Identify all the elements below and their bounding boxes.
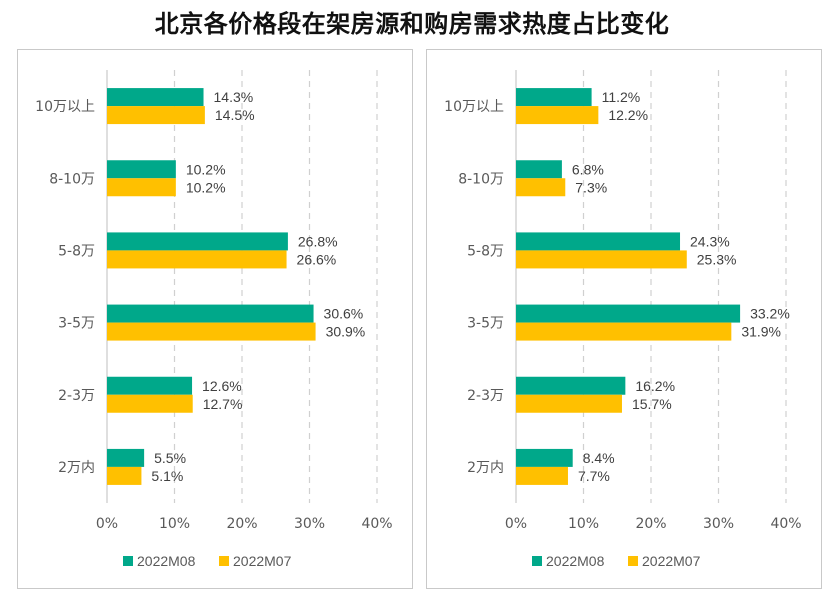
data-label: 25.3% (697, 251, 737, 267)
x-tick-label: 10% (568, 516, 599, 532)
data-label: 12.2% (608, 107, 648, 123)
bar-2022M07 (516, 322, 732, 341)
legend-label: 2022M08 (137, 553, 196, 569)
x-tick-label: 0% (96, 516, 118, 532)
bar-2022M07 (107, 322, 316, 341)
bar-2022M07 (107, 394, 193, 413)
data-label: 24.3% (690, 233, 730, 249)
data-label: 8.4% (583, 450, 615, 466)
data-label: 12.7% (203, 396, 243, 412)
legend-label: 2022M07 (233, 553, 292, 569)
data-label: 5.5% (154, 450, 186, 466)
left-chart-panel: 0% 10% 20% 30% 40% 10万以上 14.3% 14.5% 8-10万 10.2% 1… (17, 49, 413, 589)
data-label: 26.8% (298, 233, 338, 249)
right-chart-svg: 0% 10% 20% 30% 40% 10万以上 11.2% 12.2% 8-10万 6.8% 7.… (444, 70, 802, 569)
right-chart-panel: 0% 10% 20% 30% 40% 10万以上 11.2% 12.2% 8-10万 6.8% 7.… (426, 49, 822, 589)
legend-swatch (532, 556, 542, 566)
data-label: 30.9% (326, 324, 366, 340)
bar-2022M08 (107, 88, 204, 107)
category-label: 2-3万 (58, 388, 95, 404)
data-label: 7.3% (575, 179, 607, 195)
category-label: 2万内 (467, 460, 504, 476)
legend-label: 2022M08 (546, 553, 605, 569)
bar-2022M08 (107, 376, 193, 395)
bar-2022M07 (107, 466, 142, 485)
bar-2022M08 (516, 232, 681, 251)
data-label: 31.9% (741, 324, 781, 340)
bar-2022M07 (516, 250, 687, 269)
bar-2022M08 (107, 232, 288, 251)
category-label: 10万以上 (35, 99, 95, 115)
x-tick-label: 30% (294, 516, 325, 532)
data-label: 7.7% (578, 468, 610, 484)
bar-2022M08 (516, 88, 592, 107)
category-label: 5-8万 (467, 243, 504, 259)
bar-2022M07 (516, 106, 599, 125)
data-label: 26.6% (297, 251, 337, 267)
data-label: 30.6% (324, 306, 364, 322)
bar-2022M07 (107, 250, 287, 269)
bar-2022M08 (516, 448, 573, 467)
legend-swatch (123, 556, 133, 566)
bar-2022M08 (107, 304, 314, 323)
left-chart-svg: 0% 10% 20% 30% 40% 10万以上 14.3% 14.5% 8-10万 10.2% 1… (35, 70, 393, 569)
data-label: 5.1% (151, 468, 183, 484)
bar-2022M08 (516, 160, 562, 179)
category-label: 8-10万 (49, 171, 95, 187)
legend-swatch (628, 556, 638, 566)
bar-2022M07 (516, 178, 566, 197)
bar-2022M07 (107, 106, 205, 125)
data-label: 10.2% (186, 179, 226, 195)
bar-2022M07 (516, 466, 568, 485)
data-label: 12.6% (202, 378, 242, 394)
category-label: 3-5万 (58, 316, 95, 332)
category-label: 2万内 (58, 460, 95, 476)
bar-2022M08 (107, 448, 145, 467)
x-tick-label: 30% (703, 516, 734, 532)
legend-label: 2022M07 (642, 553, 701, 569)
data-label: 16.2% (635, 378, 675, 394)
x-tick-label: 20% (635, 516, 666, 532)
bar-2022M08 (516, 304, 741, 323)
data-label: 6.8% (572, 161, 604, 177)
bar-2022M08 (107, 160, 176, 179)
chart-title: 北京各价格段在架房源和购房需求热度占比变化 (154, 10, 670, 38)
x-tick-label: 40% (770, 516, 801, 532)
category-label: 8-10万 (458, 171, 504, 187)
bar-2022M08 (516, 376, 626, 395)
x-tick-label: 10% (159, 516, 190, 532)
category-label: 5-8万 (58, 243, 95, 259)
category-label: 3-5万 (467, 316, 504, 332)
legend-swatch (219, 556, 229, 566)
data-label: 11.2% (602, 89, 641, 105)
bar-2022M07 (516, 394, 622, 413)
category-label: 10万以上 (444, 99, 504, 115)
x-tick-label: 20% (226, 516, 257, 532)
data-label: 14.5% (215, 107, 255, 123)
data-label: 15.7% (632, 396, 672, 412)
data-label: 10.2% (186, 161, 226, 177)
x-tick-label: 40% (361, 516, 392, 532)
data-label: 33.2% (750, 306, 790, 322)
data-label: 14.3% (214, 89, 254, 105)
x-tick-label: 0% (505, 516, 527, 532)
bar-2022M07 (107, 178, 176, 197)
category-label: 2-3万 (467, 388, 504, 404)
